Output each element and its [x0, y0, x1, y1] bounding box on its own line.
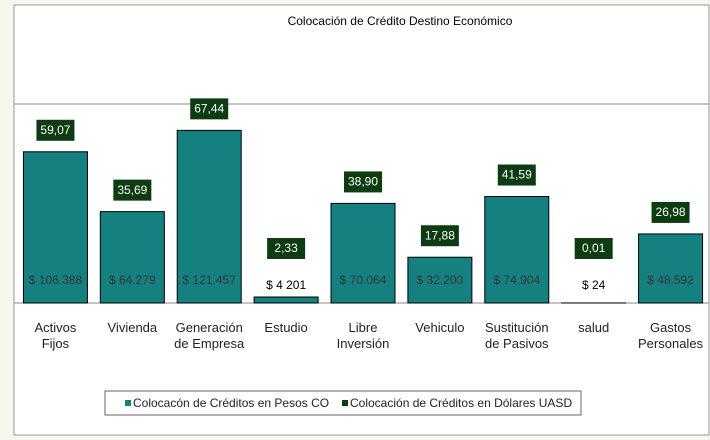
bar-value-label: $ 106.388 — [29, 273, 83, 287]
legend-label: Colocacón de Créditos en Pesos CO — [133, 396, 329, 410]
dollar-label: 35,69 — [117, 183, 147, 197]
x-tick-label: Vehiculo — [415, 320, 465, 335]
dollar-label: 67,44 — [194, 102, 224, 116]
x-tick-label: Activos Fijos — [34, 320, 77, 351]
bar-value-label: $ 24 — [582, 278, 606, 292]
dollar-label: 38,90 — [348, 175, 378, 189]
x-tick-label: Generación de Empresa — [174, 320, 245, 351]
dollar-label-box — [420, 225, 459, 247]
dollar-label-box — [267, 238, 306, 259]
x-tick-label: Sustitución de Pasivos — [484, 320, 549, 351]
bar — [484, 196, 550, 304]
legend-swatch — [125, 400, 131, 406]
dollar-label: 41,59 — [502, 168, 532, 182]
legend-swatch — [342, 400, 348, 406]
bar — [99, 211, 165, 304]
chart-title: Colocación de Crédito Destino Económico — [288, 14, 513, 28]
x-tick-label: Libre Inversión — [336, 320, 390, 351]
dollar-label-box — [36, 119, 75, 141]
bar — [407, 256, 473, 304]
dollar-label-box — [651, 201, 690, 223]
bar-value-label: $ 70.064 — [340, 273, 387, 287]
dollar-label: 59,07 — [40, 123, 70, 137]
bar-value-label: $ 121.457 — [183, 273, 237, 287]
dollar-label-box — [190, 98, 229, 120]
bar — [22, 151, 88, 304]
bar — [253, 296, 319, 304]
dollar-label-box — [344, 171, 382, 193]
dollar-label-box — [113, 179, 152, 201]
x-tick-label: salud — [578, 320, 610, 335]
dollar-label: 2,33 — [274, 241, 298, 255]
bar — [176, 129, 242, 304]
x-tick-label: Estudio — [264, 320, 308, 335]
dollar-label: 26,98 — [656, 205, 686, 219]
bar — [330, 202, 396, 304]
dollar-label-box — [574, 238, 613, 259]
bar-value-label: $ 48.592 — [647, 273, 694, 287]
bar-value-label: $ 64.279 — [109, 273, 156, 287]
bar-value-label: $ 4 201 — [266, 278, 306, 292]
legend-label: Colocación de Créditos en Dólares UASD — [350, 396, 572, 410]
x-tick-label: Gastos Personales — [638, 320, 704, 351]
x-tick-label: Vivienda — [107, 320, 158, 335]
bar — [638, 233, 704, 304]
dollar-label-box — [497, 164, 536, 186]
dollar-label: 0,01 — [582, 241, 606, 255]
bar-value-label: $ 32.200 — [417, 273, 464, 287]
dollar-label: 17,88 — [425, 228, 455, 242]
bar-value-label: $ 74.904 — [493, 273, 540, 287]
